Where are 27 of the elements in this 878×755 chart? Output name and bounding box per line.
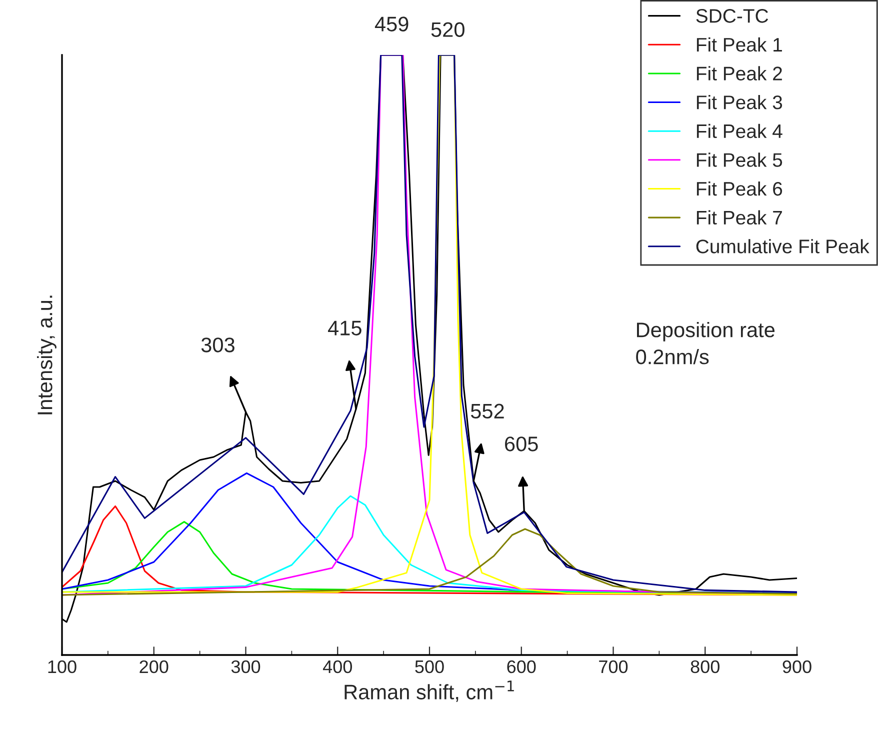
annotation: 303 <box>201 338 234 352</box>
annotation: 605 <box>505 436 538 452</box>
x-tick-label: 200 <box>140 660 168 674</box>
x-tick-label: 900 <box>782 660 812 674</box>
legend-label: Cumulative Fit Peak <box>696 239 870 254</box>
legend-label: SDC-TC <box>696 9 768 23</box>
x-tick-label: 800 <box>690 660 720 674</box>
legend-label: Fit Peak 4 <box>696 124 782 138</box>
x-tick-label: 300 <box>231 660 260 674</box>
x-tick-label: 400 <box>322 660 352 674</box>
annotation: 415 <box>328 320 362 336</box>
annotation: 459 <box>374 16 408 32</box>
x-tick-label: 100 <box>48 660 76 674</box>
annotation: 552 <box>470 404 504 419</box>
x-tick-label: 500 <box>415 660 444 674</box>
y-axis-title: Intensity, a.u. <box>37 296 56 414</box>
legend-label: Fit Peak 3 <box>696 94 782 110</box>
legend-label: Fit Peak 1 <box>696 37 782 52</box>
x-axis-title: Raman shift, cm$^{−1}$ <box>344 680 514 702</box>
x-tick-label: 600 <box>507 660 536 674</box>
legend-label: Fit Peak 2 <box>696 66 782 80</box>
legend-label: Fit Peak 5 <box>696 152 782 167</box>
annotation: 520 <box>431 22 464 37</box>
legend-label: Fit Peak 7 <box>696 210 782 225</box>
legend-label: Fit Peak 6 <box>696 181 782 196</box>
annotation: Deposition rate 0.2nm/s <box>636 322 774 364</box>
x-tick-label: 700 <box>599 660 628 674</box>
